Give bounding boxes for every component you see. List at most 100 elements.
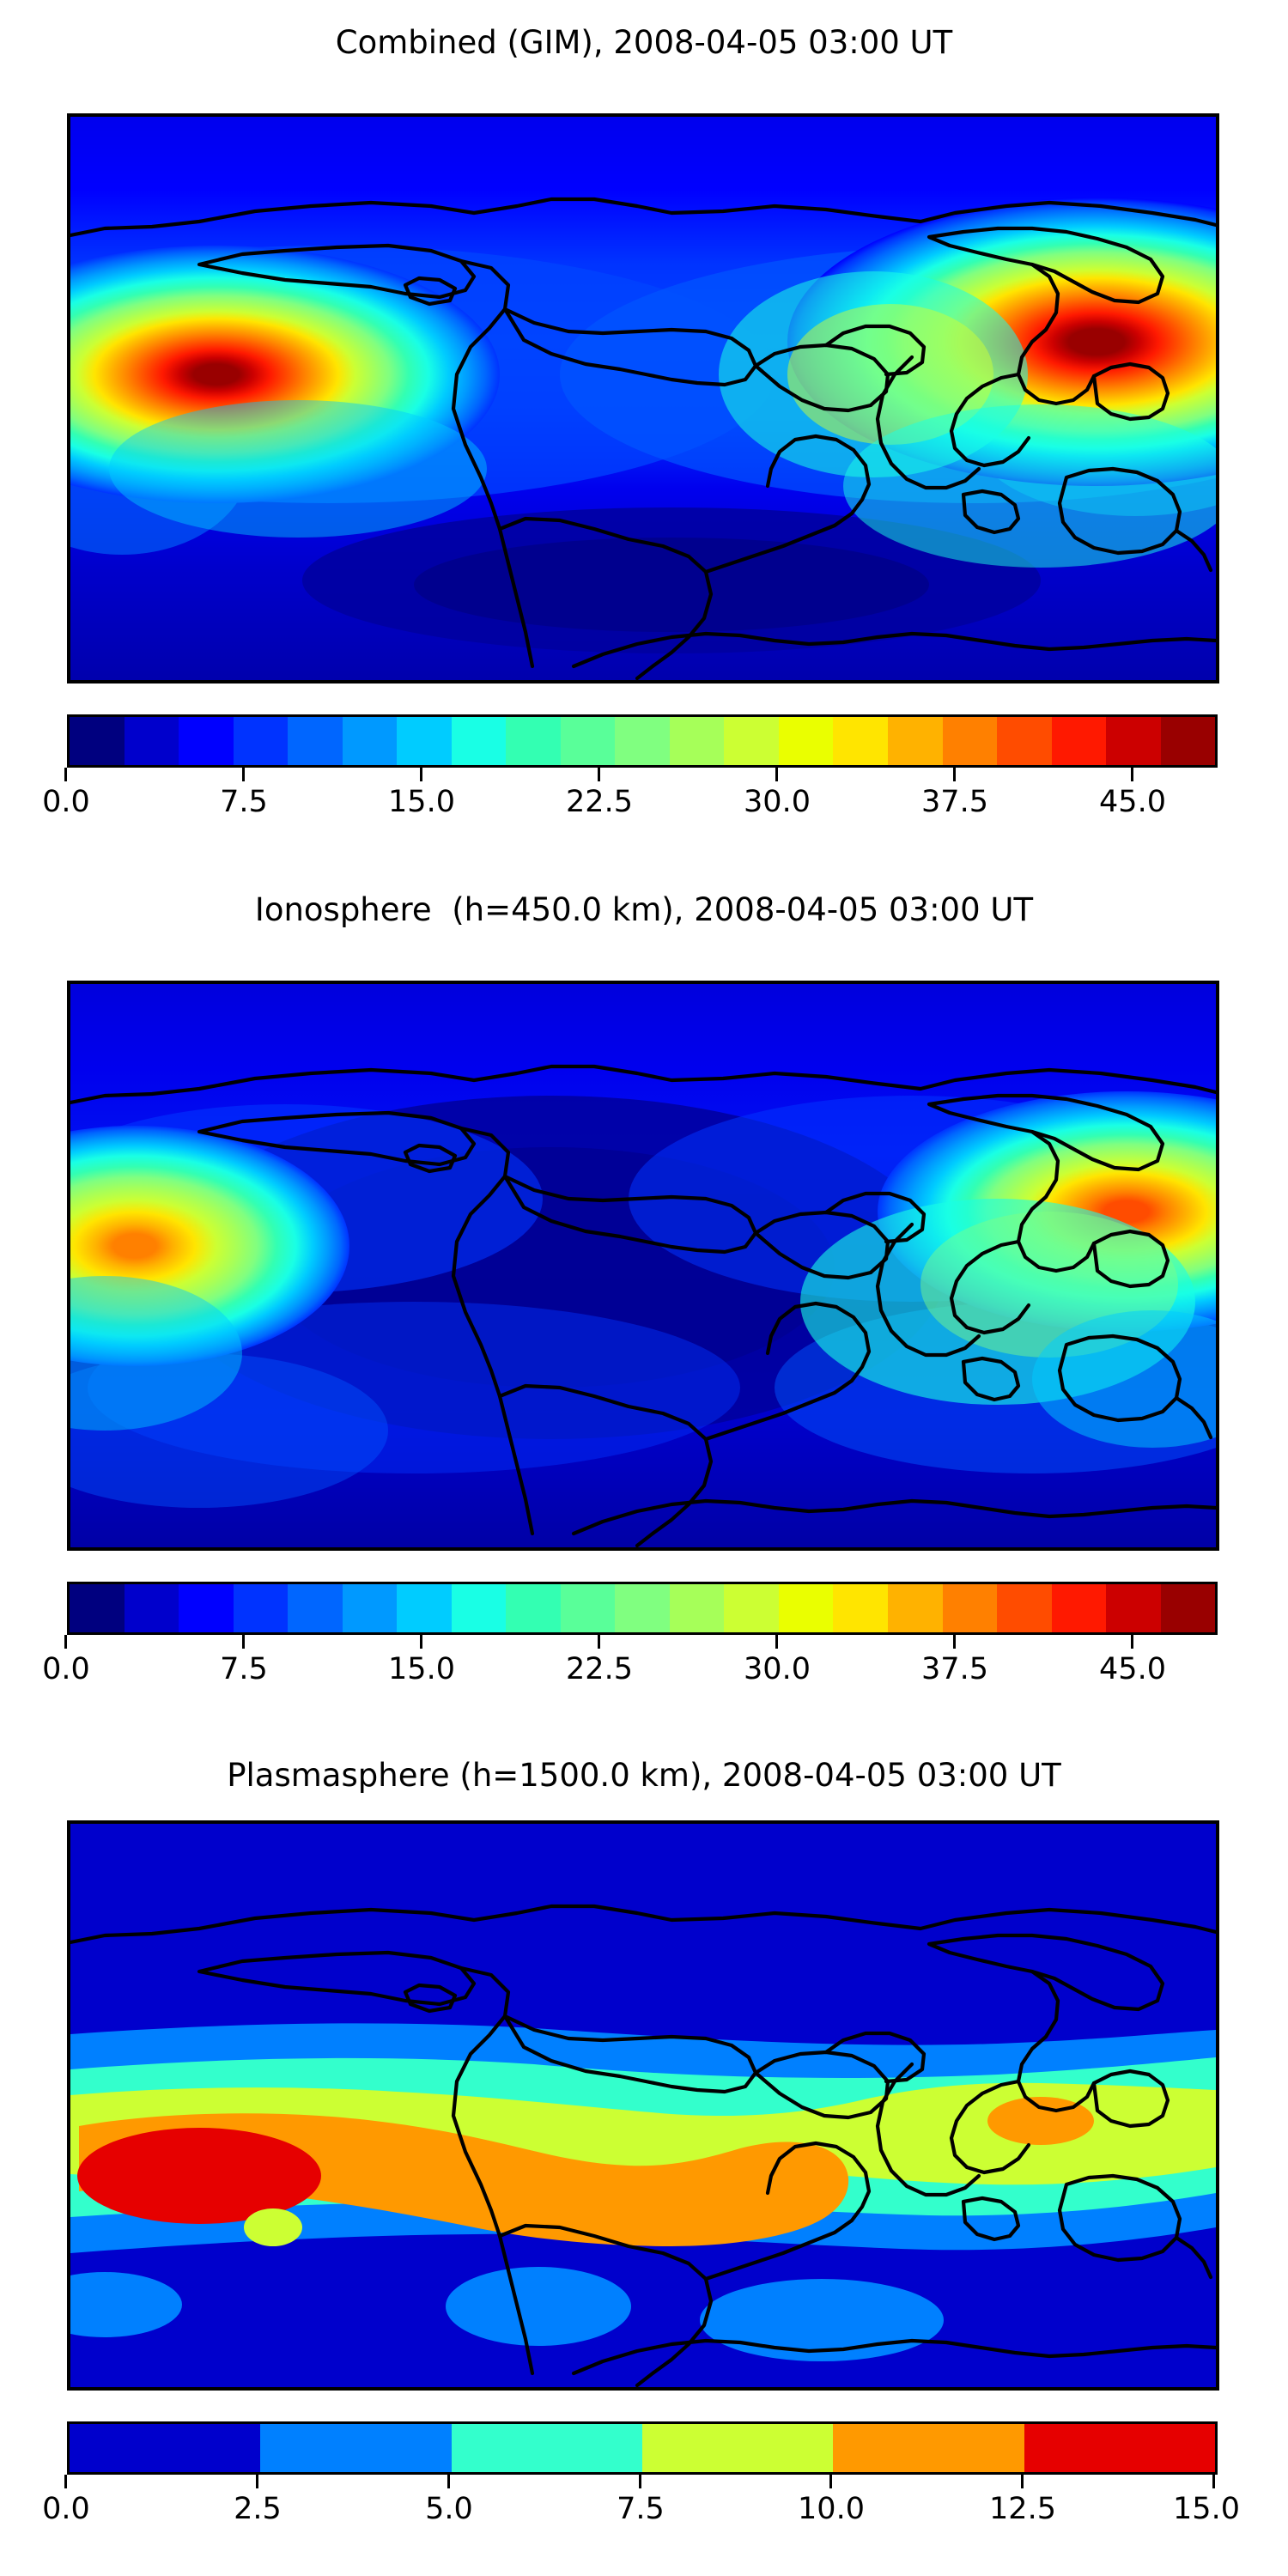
colorbar-tick-label: 7.5 xyxy=(617,2492,665,2526)
panel-ionosphere: Ionosphere (h=450.0 km), 2008-04-05 03:0… xyxy=(0,859,1288,1726)
colorbar-band xyxy=(70,2424,261,2472)
panel-title-combined-gim: Combined (GIM), 2008-04-05 03:00 UT xyxy=(335,24,953,61)
colorbar-tick-label: 45.0 xyxy=(1099,785,1166,819)
coastlines-ionosphere xyxy=(70,1064,1216,1547)
colorbar-tick-label: 10.0 xyxy=(798,2492,865,2526)
colorbar-band xyxy=(1051,717,1107,765)
colorbar-band xyxy=(451,2424,642,2472)
colorbar-band xyxy=(942,717,998,765)
colorbar-band xyxy=(1024,2424,1215,2472)
colorbar-tick-label: 30.0 xyxy=(744,785,811,819)
colorbar-labels-combined: 0.0 7.5 15.0 22.5 30.0 37.5 45.0 xyxy=(42,783,1215,823)
colorbar-band xyxy=(70,717,125,765)
colorbar-tick-label: 0.0 xyxy=(42,1652,90,1686)
colorbar-tick-label: 2.5 xyxy=(234,2492,282,2526)
colorbar-labels-plasmasphere: 0.0 2.5 5.0 7.5 10.0 12.5 15.0 xyxy=(42,2490,1240,2530)
colorbar-band xyxy=(179,1584,234,1632)
colorbar-tick-label: 0.0 xyxy=(42,785,90,819)
colorbar-band xyxy=(942,1584,998,1632)
colorbar-band xyxy=(560,1584,616,1632)
contour-field-ionosphere xyxy=(70,984,1216,1547)
colorbar-labels-ionosphere: 0.0 7.5 15.0 22.5 30.0 37.5 45.0 xyxy=(42,1650,1215,1690)
colorbar-band xyxy=(233,717,289,765)
colorbar-band xyxy=(833,717,888,765)
colorbar-band xyxy=(1106,1584,1161,1632)
colorbar-band xyxy=(124,717,179,765)
colorbar-band xyxy=(288,717,343,765)
colorbar-tick-label: 37.5 xyxy=(921,1652,988,1686)
colorbar-band xyxy=(1160,717,1216,765)
colorbar-band xyxy=(641,2424,834,2472)
colorbar-band xyxy=(506,717,561,765)
map-canvas-ionosphere xyxy=(70,984,1216,1547)
colorbar-band xyxy=(615,717,670,765)
colorbar-band xyxy=(451,1584,507,1632)
colorbar-ionosphere: 0.0 7.5 15.0 22.5 30.0 37.5 45.0 xyxy=(42,1582,1218,1690)
colorbar-tick-label: 0.0 xyxy=(42,2492,90,2526)
panel-title-plasmasphere: Plasmasphere (h=1500.0 km), 2008-04-05 0… xyxy=(227,1757,1061,1794)
colorbar-band xyxy=(724,1584,779,1632)
colorbar-tick-label: 30.0 xyxy=(744,1652,811,1686)
colorbar-tick-label: 5.0 xyxy=(425,2492,473,2526)
coastlines-plasmasphere xyxy=(70,1904,1216,2387)
band-12.5-15.0 xyxy=(77,2128,321,2224)
colorbar-band xyxy=(506,1584,561,1632)
colorbar-band xyxy=(997,1584,1052,1632)
contour-field-combined xyxy=(70,117,1216,680)
colorbar-band xyxy=(833,1584,888,1632)
colorbar-band xyxy=(451,717,507,765)
colorbar-band xyxy=(669,1584,725,1632)
colorbar-tick-label: 22.5 xyxy=(566,1652,633,1686)
colorbar-band xyxy=(669,717,725,765)
colorbar-ticks-combined xyxy=(64,768,1215,783)
contour-field-plasmasphere xyxy=(70,1824,1216,2387)
map-canvas-plasmasphere xyxy=(70,1824,1216,2387)
colorbar-tick-label: 15.0 xyxy=(1173,2492,1240,2526)
colorbar-strip-ionosphere xyxy=(67,1582,1218,1635)
map-canvas-combined xyxy=(70,117,1216,680)
colorbar-band xyxy=(260,2424,452,2472)
colorbar-band xyxy=(615,1584,670,1632)
colorbar-strip-combined xyxy=(67,714,1218,768)
colorbar-band xyxy=(124,1584,179,1632)
colorbar-tick-label: 15.0 xyxy=(388,785,455,819)
colorbar-band xyxy=(342,1584,398,1632)
colorbar-band xyxy=(397,717,452,765)
colorbar-band xyxy=(233,1584,289,1632)
colorbar-band xyxy=(887,1584,943,1632)
colorbar-tick-label: 12.5 xyxy=(989,2492,1056,2526)
map-plasmasphere xyxy=(67,1820,1219,2391)
coastlines-combined xyxy=(70,197,1216,680)
colorbar-band xyxy=(887,717,943,765)
colorbar-tick-label: 45.0 xyxy=(1099,1652,1166,1686)
colorbar-band xyxy=(833,2424,1024,2472)
panel-title-ionosphere: Ionosphere (h=450.0 km), 2008-04-05 03:0… xyxy=(254,891,1034,928)
colorbar-tick-label: 22.5 xyxy=(566,785,633,819)
colorbar-ticks-plasmasphere xyxy=(64,2475,1215,2490)
colorbar-ticks-ionosphere xyxy=(64,1635,1215,1650)
colorbar-band xyxy=(997,717,1052,765)
colorbar-band xyxy=(560,717,616,765)
map-combined-gim xyxy=(67,113,1219,683)
colorbar-band xyxy=(724,717,779,765)
colorbar-band xyxy=(70,1584,125,1632)
colorbar-plasmasphere: 0.0 2.5 5.0 7.5 10.0 12.5 15.0 xyxy=(42,2421,1240,2530)
colorbar-strip-plasmasphere xyxy=(67,2421,1218,2475)
colorbar-band xyxy=(1160,1584,1216,1632)
colorbar-band xyxy=(179,717,234,765)
colorbar-tick-label: 37.5 xyxy=(921,785,988,819)
colorbar-combined-gim: 0.0 7.5 15.0 22.5 30.0 37.5 45.0 xyxy=(42,714,1218,823)
map-ionosphere xyxy=(67,981,1219,1551)
colorbar-tick-label: 15.0 xyxy=(388,1652,455,1686)
colorbar-tick-label: 7.5 xyxy=(220,785,268,819)
colorbar-band xyxy=(778,717,834,765)
colorbar-band xyxy=(342,717,398,765)
colorbar-band xyxy=(1106,717,1161,765)
colorbar-tick-label: 7.5 xyxy=(220,1652,268,1686)
colorbar-band xyxy=(288,1584,343,1632)
colorbar-band xyxy=(778,1584,834,1632)
panel-combined-gim: Combined (GIM), 2008-04-05 03:00 UT xyxy=(0,0,1288,859)
colorbar-band xyxy=(397,1584,452,1632)
panel-plasmasphere: Plasmasphere (h=1500.0 km), 2008-04-05 0… xyxy=(0,1726,1288,2576)
